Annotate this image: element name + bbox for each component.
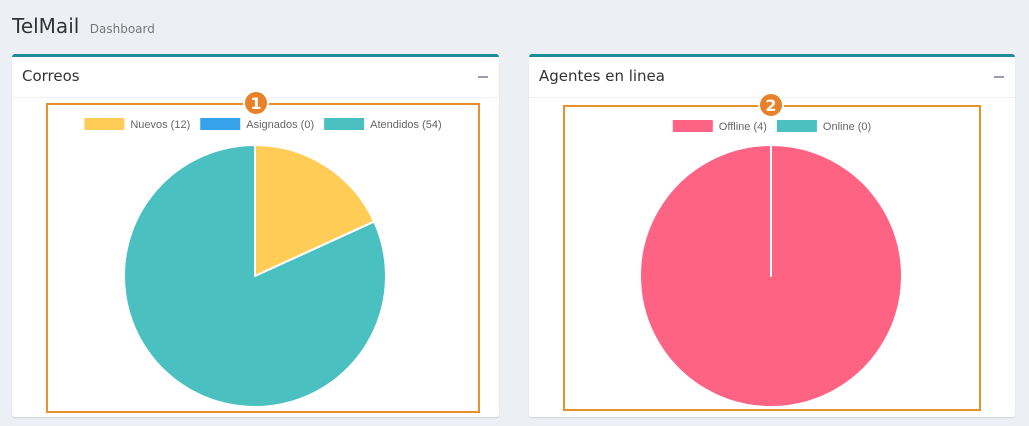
legend-swatch[interactable] [200,118,241,130]
legend: Offline (4) Online (0) [672,120,871,133]
pie-chart-svg: Nuevos (12) Asignados (0) Atendidos (54) 1 [46,90,480,413]
legend: Nuevos (12) Asignados (0) Atendidos (54) [84,118,442,131]
correos-chart: Nuevos (12) Asignados (0) Atendidos (54) 1 [46,90,480,413]
legend-swatch[interactable] [776,120,817,132]
pie-slice[interactable] [254,144,376,277]
legend-swatch[interactable] [672,120,713,132]
step-badge-number: 2 [765,96,776,115]
step-badge: 1 [243,90,269,116]
minus-icon[interactable] [476,68,490,84]
page-subtitle: Dashboard [89,22,155,36]
legend-label[interactable]: Asignados (0) [246,119,314,131]
box-title: Correos [22,67,80,85]
step-badge-number: 1 [250,94,261,113]
legend-swatch[interactable] [84,118,125,130]
pie-chart-svg: Offline (4) Online (0) 2 [563,92,981,411]
legend-label[interactable]: Online (0) [823,121,871,133]
minus-icon[interactable] [992,68,1006,84]
agentes-chart: Offline (4) Online (0) 2 [563,92,981,411]
correos-box: Correos Nuevos (12) Asignados (0) Atendido… [12,54,499,417]
legend-label[interactable]: Nuevos (12) [130,119,190,131]
box-header: Agentes en linea [529,57,1015,98]
step-badge: 2 [758,92,784,118]
page-header: TelMail Dashboard [12,14,155,44]
pie-slice[interactable] [123,144,387,408]
legend-label[interactable]: Atendidos (54) [370,119,442,131]
legend-swatch[interactable] [324,118,365,130]
app-title: TelMail [12,14,80,38]
agentes-box: Agentes en linea Offline (4) Online (0) 2 [529,54,1015,417]
legend-label[interactable]: Offline (4) [719,121,767,133]
box-title: Agentes en linea [539,67,665,85]
